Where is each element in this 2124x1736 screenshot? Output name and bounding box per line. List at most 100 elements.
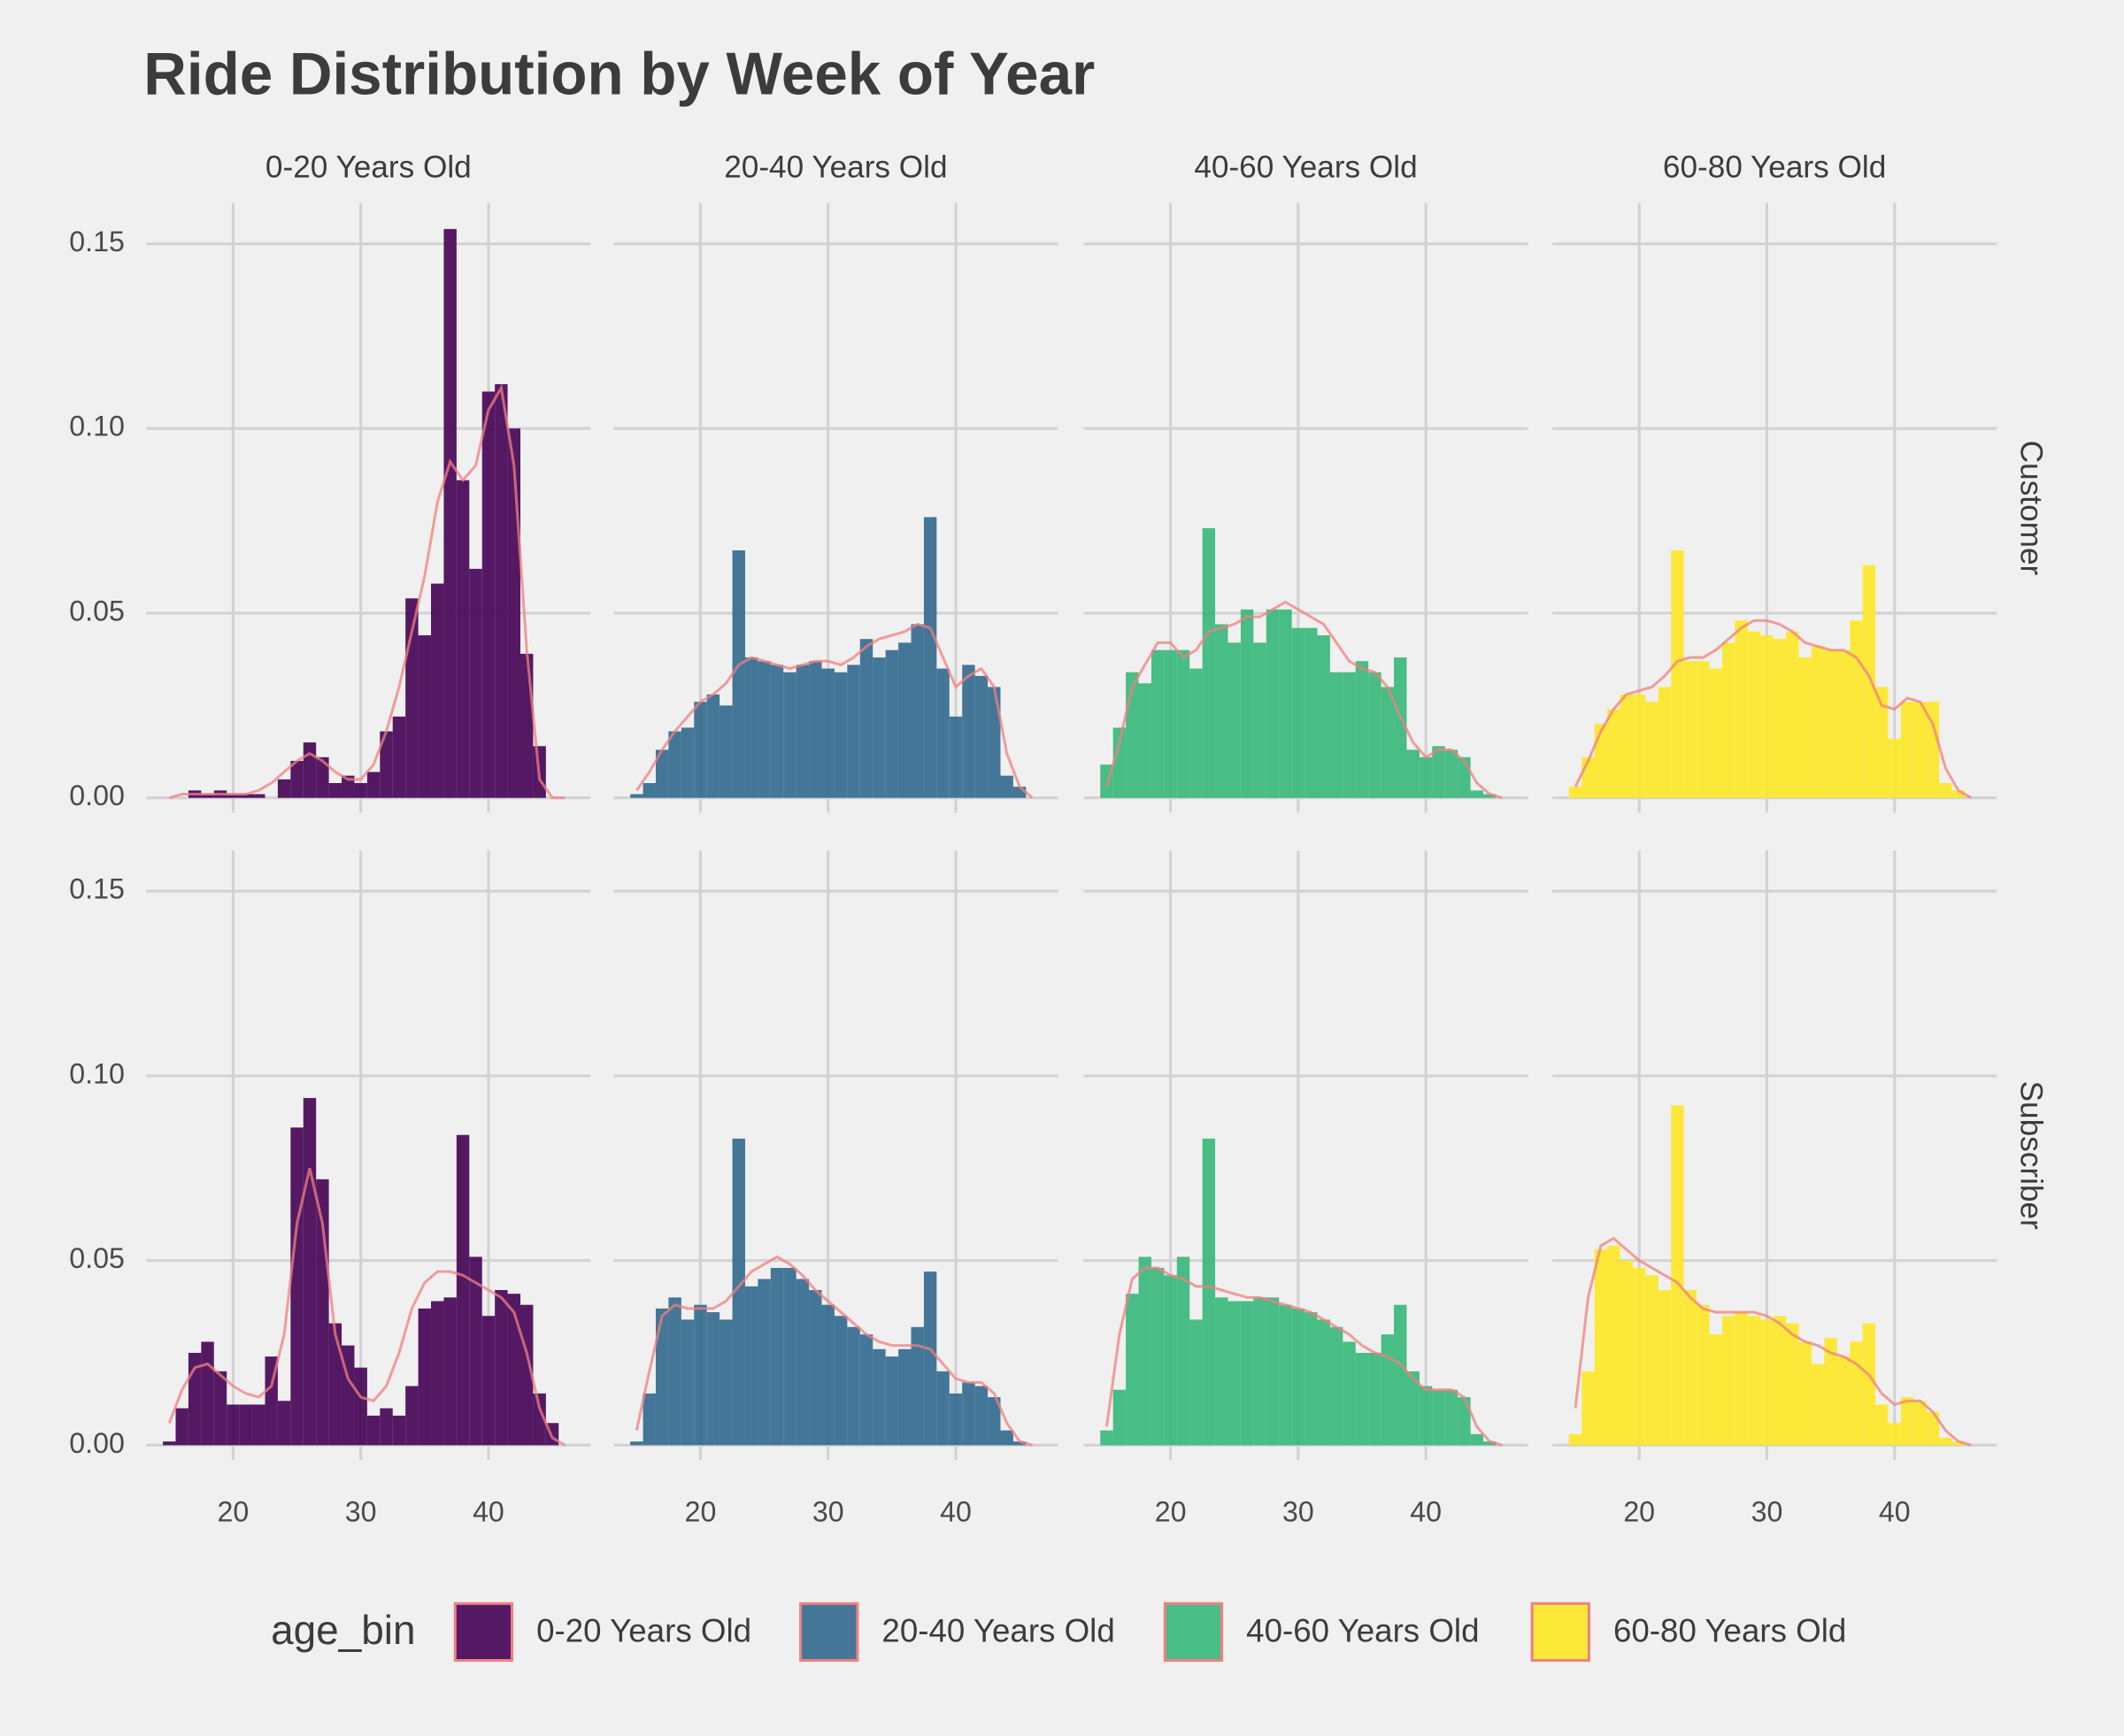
density-line (1104, 600, 1504, 800)
bar (643, 783, 656, 798)
bar (1343, 672, 1356, 798)
bar (495, 384, 508, 798)
bar (1406, 1371, 1420, 1446)
bar (911, 624, 924, 798)
density-line (1574, 618, 1973, 800)
bar (316, 757, 329, 798)
bar (1470, 1433, 1484, 1446)
bar (1444, 1389, 1458, 1446)
bar (655, 749, 669, 798)
bar (1658, 1290, 1672, 1446)
bar (227, 1404, 240, 1446)
bar (366, 1415, 381, 1446)
bar (1329, 672, 1343, 798)
bar (418, 635, 432, 798)
x-tick-label: 40 (1879, 1496, 1911, 1528)
bar (1406, 749, 1420, 798)
bar (277, 779, 291, 798)
bar (1594, 724, 1608, 798)
y-tick-label: 0.00 (69, 780, 125, 811)
bar (354, 1367, 367, 1446)
chart-title: Ride Distribution by Week of Year (143, 42, 1095, 108)
bar (163, 1441, 176, 1446)
bar (873, 1348, 886, 1446)
bar (744, 1286, 758, 1446)
bar (758, 661, 771, 798)
bar (720, 1319, 733, 1446)
bar (1836, 649, 1851, 798)
bar (1202, 1138, 1216, 1446)
bar (1824, 1338, 1837, 1446)
bar (1709, 668, 1722, 798)
bar (239, 794, 253, 798)
bar (1419, 757, 1433, 798)
bar (1875, 687, 1889, 798)
bar (1381, 1334, 1395, 1446)
x-tick-label: 30 (1751, 1496, 1783, 1528)
x-tick-label: 20 (1623, 1496, 1655, 1528)
bar (1126, 1294, 1139, 1446)
bar (694, 1304, 707, 1446)
bar (974, 675, 989, 798)
bar (821, 1304, 835, 1446)
bar (1458, 1397, 1471, 1446)
bar (1444, 749, 1458, 798)
bar (1368, 1352, 1381, 1446)
bar (758, 1279, 771, 1446)
bar (1620, 694, 1633, 798)
bar (809, 1290, 822, 1446)
bar (668, 1297, 681, 1446)
bar (1279, 609, 1292, 798)
bar (520, 653, 534, 798)
bar (495, 1290, 508, 1446)
bar (655, 1308, 669, 1446)
facet-column-label: 20-40 Years Old (724, 150, 947, 185)
bar (1836, 1356, 1851, 1446)
bar (1888, 738, 1901, 798)
bar (1176, 1256, 1190, 1446)
bar (1645, 1275, 1658, 1446)
bar (405, 1386, 419, 1446)
bar (1671, 550, 1684, 798)
bar (847, 664, 860, 798)
bar (1683, 1290, 1697, 1446)
bar (1632, 694, 1646, 798)
bar (1240, 609, 1254, 798)
bar (1266, 1297, 1280, 1446)
y-tick-label: 0.15 (69, 873, 125, 905)
bar (796, 1279, 810, 1446)
bar (1227, 642, 1241, 798)
bar (1735, 1312, 1748, 1446)
density-line (167, 1167, 566, 1447)
bar (1900, 702, 1914, 798)
legend-title: age_bin (271, 1607, 415, 1653)
bar (380, 731, 393, 798)
bar (1773, 639, 1787, 798)
facet-column-label: 60-80 Years Old (1663, 150, 1886, 185)
bar (1000, 775, 1013, 798)
bar (227, 794, 240, 798)
bar (1253, 642, 1266, 798)
bar (1138, 683, 1151, 798)
bar (706, 694, 720, 798)
y-tick-label: 0.10 (69, 411, 125, 442)
bar (328, 1323, 342, 1446)
bar (962, 664, 975, 798)
bar (1343, 1341, 1356, 1446)
bar (1735, 620, 1748, 798)
bar (1939, 783, 1952, 798)
bar (175, 1408, 189, 1446)
bar (859, 639, 873, 798)
bar (1189, 668, 1203, 798)
bar (1568, 1433, 1582, 1446)
bar (1432, 1389, 1445, 1446)
bar (1671, 1105, 1684, 1446)
bar (290, 1127, 304, 1446)
bar (469, 568, 482, 798)
bar (1773, 1316, 1787, 1446)
bar (1811, 1363, 1825, 1446)
facet-row-label: Customer (2014, 441, 2049, 576)
bar (1913, 702, 1927, 798)
